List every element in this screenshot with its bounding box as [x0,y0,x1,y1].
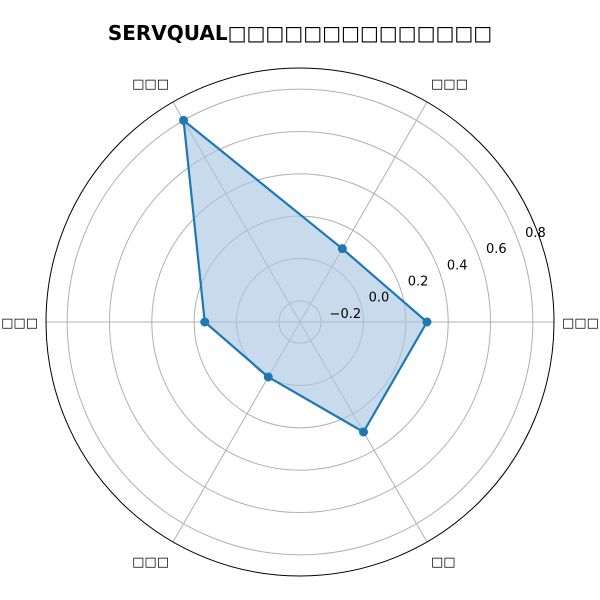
radial-tick-label: 0.8 [525,226,546,241]
series-area [183,120,427,432]
category-label: □□□ [132,77,169,92]
category-label: □□ [431,555,456,570]
category-label: □□□ [132,555,169,570]
data-point [200,317,210,327]
data-point [359,427,368,437]
radial-tick-labels: −0.2 0.0 0.2 0.4 0.6 0.8 [330,226,546,322]
radial-tick-label: −0.2 [330,307,362,322]
category-label: □□□ [1,316,38,331]
data-point [422,317,432,327]
data-series [179,115,432,437]
chart-title: SERVQUAL□□□□□□□□□□□□□□ [108,21,492,45]
radial-tick-label: 0.6 [486,242,507,257]
category-label: □□□ [431,77,468,92]
radial-tick-label: 0.2 [408,275,429,290]
category-labels: □□□□□□□□□□□□□□□ □□ [1,77,599,570]
outer-spine [45,67,555,577]
category-label: □□□ [562,316,599,331]
radial-tick-label: 0.4 [447,258,468,273]
radial-tick-label: 0.0 [369,291,390,306]
data-point [263,372,273,382]
data-point [337,244,347,254]
data-point [179,115,189,125]
